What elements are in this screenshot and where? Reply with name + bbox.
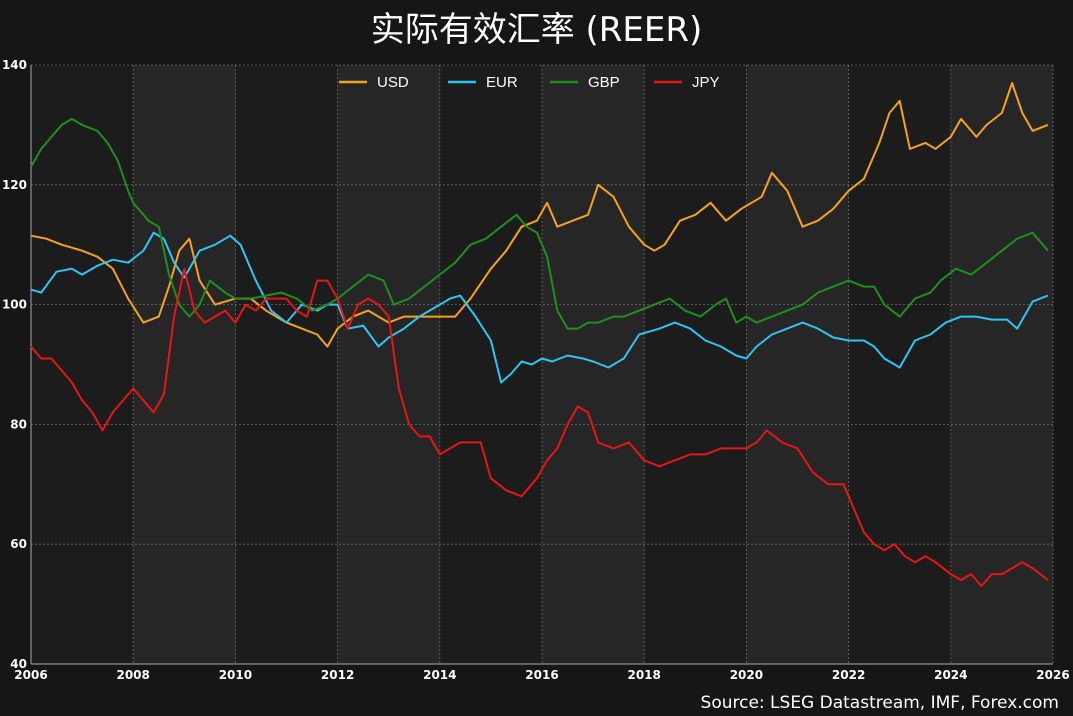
x-tick-label: 2022	[832, 668, 865, 682]
source-note: Source: LSEG Datastream, IMF, Forex.com	[700, 693, 1059, 713]
x-tick-label: 2020	[730, 668, 763, 682]
x-tick-label: 2018	[627, 668, 660, 682]
x-tick-label: 2026	[1036, 668, 1069, 682]
y-tick-label: 120	[2, 178, 27, 192]
legend-label-eur: EUR	[486, 74, 518, 91]
shaded-band	[542, 65, 645, 664]
legend-label-usd: USD	[377, 74, 409, 91]
y-tick-label: 40	[10, 657, 27, 671]
x-tick-label: 2016	[525, 668, 558, 682]
x-tick-label: 2024	[934, 668, 967, 682]
y-tick-label: 140	[2, 58, 27, 72]
series-line-usd	[30, 82, 1049, 348]
series-line-gbp	[30, 117, 1049, 330]
y-tick-label: 60	[10, 537, 27, 551]
x-tick-label: 2010	[219, 668, 252, 682]
shaded-band	[337, 65, 440, 664]
shaded-band	[950, 65, 1053, 664]
x-tick-label: 2006	[14, 668, 47, 682]
y-tick-label: 100	[2, 298, 27, 312]
legend-label-gbp: GBP	[588, 74, 620, 91]
x-tick-label: 2008	[116, 668, 149, 682]
series-line-jpy	[30, 267, 1049, 588]
shaded-band	[133, 65, 236, 664]
x-tick-label: 2014	[423, 668, 456, 682]
legend-label-jpy: JPY	[692, 74, 720, 91]
y-tick-label: 80	[10, 417, 27, 431]
x-tick-label: 2012	[321, 668, 354, 682]
series-line-eur	[30, 231, 1049, 384]
chart-title: 实际有效汇率 (REER)	[370, 10, 703, 50]
shaded-band	[746, 65, 849, 664]
